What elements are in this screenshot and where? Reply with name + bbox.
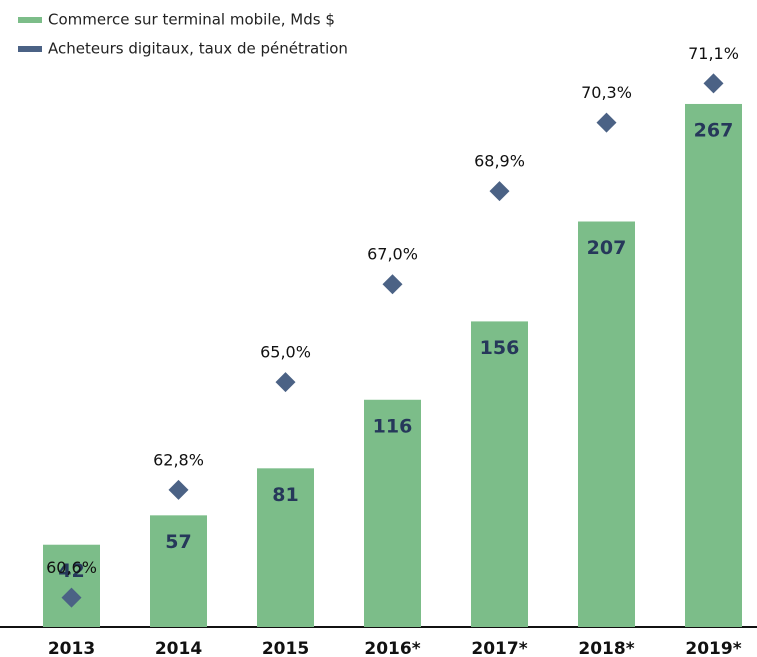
point-label: 62,8%: [153, 450, 204, 469]
bar: [150, 515, 207, 627]
point-label: 60,6%: [46, 558, 97, 577]
bar: [578, 221, 635, 628]
bar: [685, 103, 742, 628]
point-label: 65,0%: [260, 343, 311, 362]
x-tick-label: 2015: [262, 639, 309, 657]
marker: [275, 372, 296, 393]
marker: [489, 181, 510, 202]
legend-swatch: [18, 17, 42, 23]
bar-label: 267: [694, 119, 734, 141]
marker: [703, 73, 724, 94]
point-label: 68,9%: [474, 152, 525, 171]
x-tick-label: 2013: [48, 639, 95, 657]
legend-label: Commerce sur terminal mobile, Mds $: [48, 11, 335, 29]
marker: [382, 274, 403, 295]
point-label: 67,0%: [367, 245, 418, 264]
bar-label: 81: [272, 484, 298, 506]
bar: [43, 544, 100, 627]
x-tick-label: 2016*: [364, 639, 420, 657]
bar-label: 156: [480, 337, 520, 359]
marker: [168, 479, 189, 500]
bar: [257, 468, 314, 627]
x-tick-label: 2017*: [471, 639, 527, 657]
legend-label: Acheteurs digitaux, taux de pénétration: [48, 40, 348, 58]
bar: [364, 399, 421, 627]
x-tick-label: 2018*: [578, 639, 634, 657]
x-tick-label: 2014: [155, 639, 202, 657]
bar: [471, 321, 528, 627]
bar-label: 207: [587, 237, 627, 259]
point-label: 71,1%: [688, 44, 739, 63]
bar-label: 42: [58, 560, 84, 582]
point-label: 70,3%: [581, 83, 632, 102]
marker: [596, 112, 617, 133]
x-tick-label: 2019*: [685, 639, 741, 657]
marker: [61, 587, 82, 608]
legend-swatch: [18, 46, 42, 52]
bar-label: 57: [165, 531, 191, 553]
bar-label: 116: [373, 415, 413, 437]
